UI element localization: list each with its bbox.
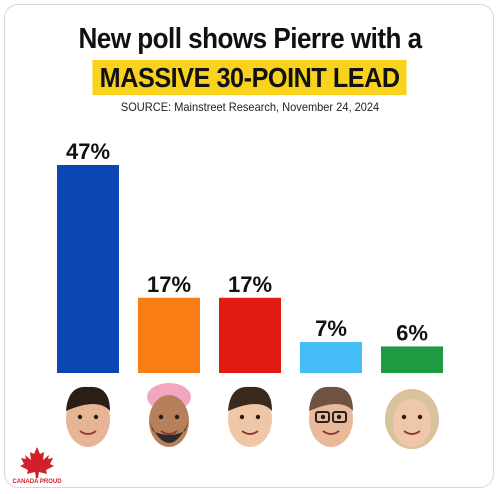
bar-3 <box>219 297 281 373</box>
bar-chart: 47% 17% 17% 7% 6% <box>57 139 443 449</box>
bar-value-label-5: 6% <box>396 320 428 345</box>
bar-1 <box>57 165 119 373</box>
pierre-poilievre-portrait-icon <box>66 386 110 447</box>
elizabeth-may-portrait-icon <box>385 389 439 449</box>
title-line-2-wrap: MASSIVE 30-POINT LEAD <box>5 60 493 95</box>
title-line-2-highlight: MASSIVE 30-POINT LEAD <box>92 60 408 95</box>
justin-trudeau-portrait-icon <box>228 386 272 447</box>
bar-value-label-3: 17% <box>228 272 272 297</box>
bar-2 <box>138 297 200 373</box>
bar-value-label-2: 17% <box>147 272 191 297</box>
title-line-1: New poll shows Pierre with a <box>78 23 422 55</box>
source-note: SOURCE: Mainstreet Research, November 24… <box>120 100 380 114</box>
logo-text: CANADA PROUD <box>12 479 62 485</box>
maple-leaf-icon <box>20 447 54 478</box>
bar-value-label-1: 47% <box>66 139 110 164</box>
bar-4 <box>300 342 362 373</box>
bar-5 <box>381 346 443 373</box>
bar-value-label-4: 7% <box>315 316 347 341</box>
yves-francois-blanchet-portrait-icon <box>309 386 353 447</box>
jagmeet-singh-portrait-icon <box>147 383 191 447</box>
canada-proud-logo: CANADA PROUD <box>12 447 62 485</box>
infographic-card: New poll shows Pierre with a MASSIVE 30-… <box>4 4 494 488</box>
